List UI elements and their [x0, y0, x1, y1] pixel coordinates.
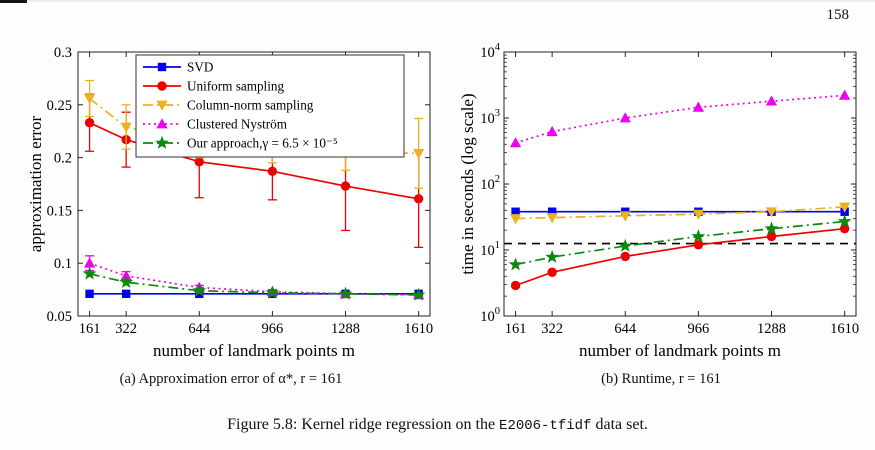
legend-label-column-norm-sampling: Column-norm sampling [187, 98, 314, 113]
svg-text:644: 644 [188, 321, 211, 337]
series-our-approach-6-5-10 [508, 214, 852, 271]
figure-caption: Figure 5.8: Kernel ridge regression on t… [0, 416, 875, 434]
svg-text:0.05: 0.05 [47, 309, 72, 325]
chart-runtime: 161 322 644 966 1288 1610 100 101 102 103 104 numbe… [458, 42, 859, 360]
series-uniform-sampling [84, 93, 424, 249]
page-top-edge [0, 0, 875, 2]
series-clustered-nystr-m [509, 89, 851, 148]
svg-text:0.1: 0.1 [54, 256, 72, 272]
subcaption-b: (b) Runtime, r = 161 [601, 371, 721, 387]
axes: 161 322 644 966 1288 1610 100 101 102 103 104 numbe… [458, 42, 859, 360]
figure-runtime: 161 322 644 966 1288 1610 100 101 102 103 104 numbe… [458, 42, 864, 388]
legend-label-our-approach-6-5-10: Our approach,γ = 6.5 × 10⁻⁵ [187, 136, 338, 151]
svg-text:1288: 1288 [331, 321, 360, 337]
svg-text:0.25: 0.25 [47, 98, 72, 114]
legend: SVD Uniform sampling Column-norm sampling C… [135, 54, 405, 158]
figure-approximation-error: 161 322 644 966 1288 1610 0.05 0.1 0.15 0.2 0.25 0.… [26, 42, 436, 388]
figure-caption-suffix: data set. [591, 416, 648, 433]
svg-text:0.3: 0.3 [54, 45, 72, 61]
series-uniform-sampling [510, 224, 850, 291]
svg-text:966: 966 [262, 321, 284, 337]
page-corner-mark [0, 0, 27, 3]
svg-text:approximation error: approximation error [26, 115, 45, 252]
svg-text:0.2: 0.2 [54, 151, 72, 167]
legend-label-clustered-nystr-m: Clustered Nyström [187, 117, 288, 132]
svg-text:322: 322 [115, 321, 137, 337]
svg-text:104: 104 [480, 42, 501, 61]
page-number: 158 [826, 7, 850, 23]
svg-text:0.15: 0.15 [47, 203, 72, 219]
series-our-approach-6-5-10 [82, 266, 426, 301]
chart-approximation-error: 161 322 644 966 1288 1610 0.05 0.1 0.15 0.2 0.25 0.… [26, 45, 433, 360]
svg-text:number of landmark points m: number of landmark points m [579, 341, 781, 360]
svg-text:161: 161 [79, 321, 101, 337]
figure-caption-prefix: Figure 5.8: Kernel ridge regression on t… [227, 416, 500, 433]
svg-text:number of landmark points m: number of landmark points m [153, 341, 355, 360]
figure-caption-dataset-code: E2006-tfidf [499, 418, 592, 434]
svg-text:103: 103 [480, 108, 500, 127]
svg-text:1610: 1610 [830, 321, 859, 337]
svg-text:1610: 1610 [404, 321, 433, 337]
series-column-norm-sampling [509, 202, 851, 225]
svg-text:1288: 1288 [757, 321, 786, 337]
legend-label-svd: SVD [187, 60, 213, 75]
svg-text:644: 644 [614, 321, 637, 337]
svg-text:322: 322 [541, 321, 563, 337]
legend-label-uniform-sampling: Uniform sampling [187, 79, 284, 94]
subcaption-a: (a) Approximation error of α*, r = 161 [119, 371, 343, 387]
svg-text:161: 161 [505, 321, 527, 337]
svg-text:100: 100 [480, 306, 500, 325]
svg-text:966: 966 [688, 321, 710, 337]
svg-text:102: 102 [480, 174, 500, 193]
svg-text:101: 101 [480, 240, 500, 259]
svg-text:time in seconds (log scale): time in seconds (log scale) [458, 93, 477, 274]
